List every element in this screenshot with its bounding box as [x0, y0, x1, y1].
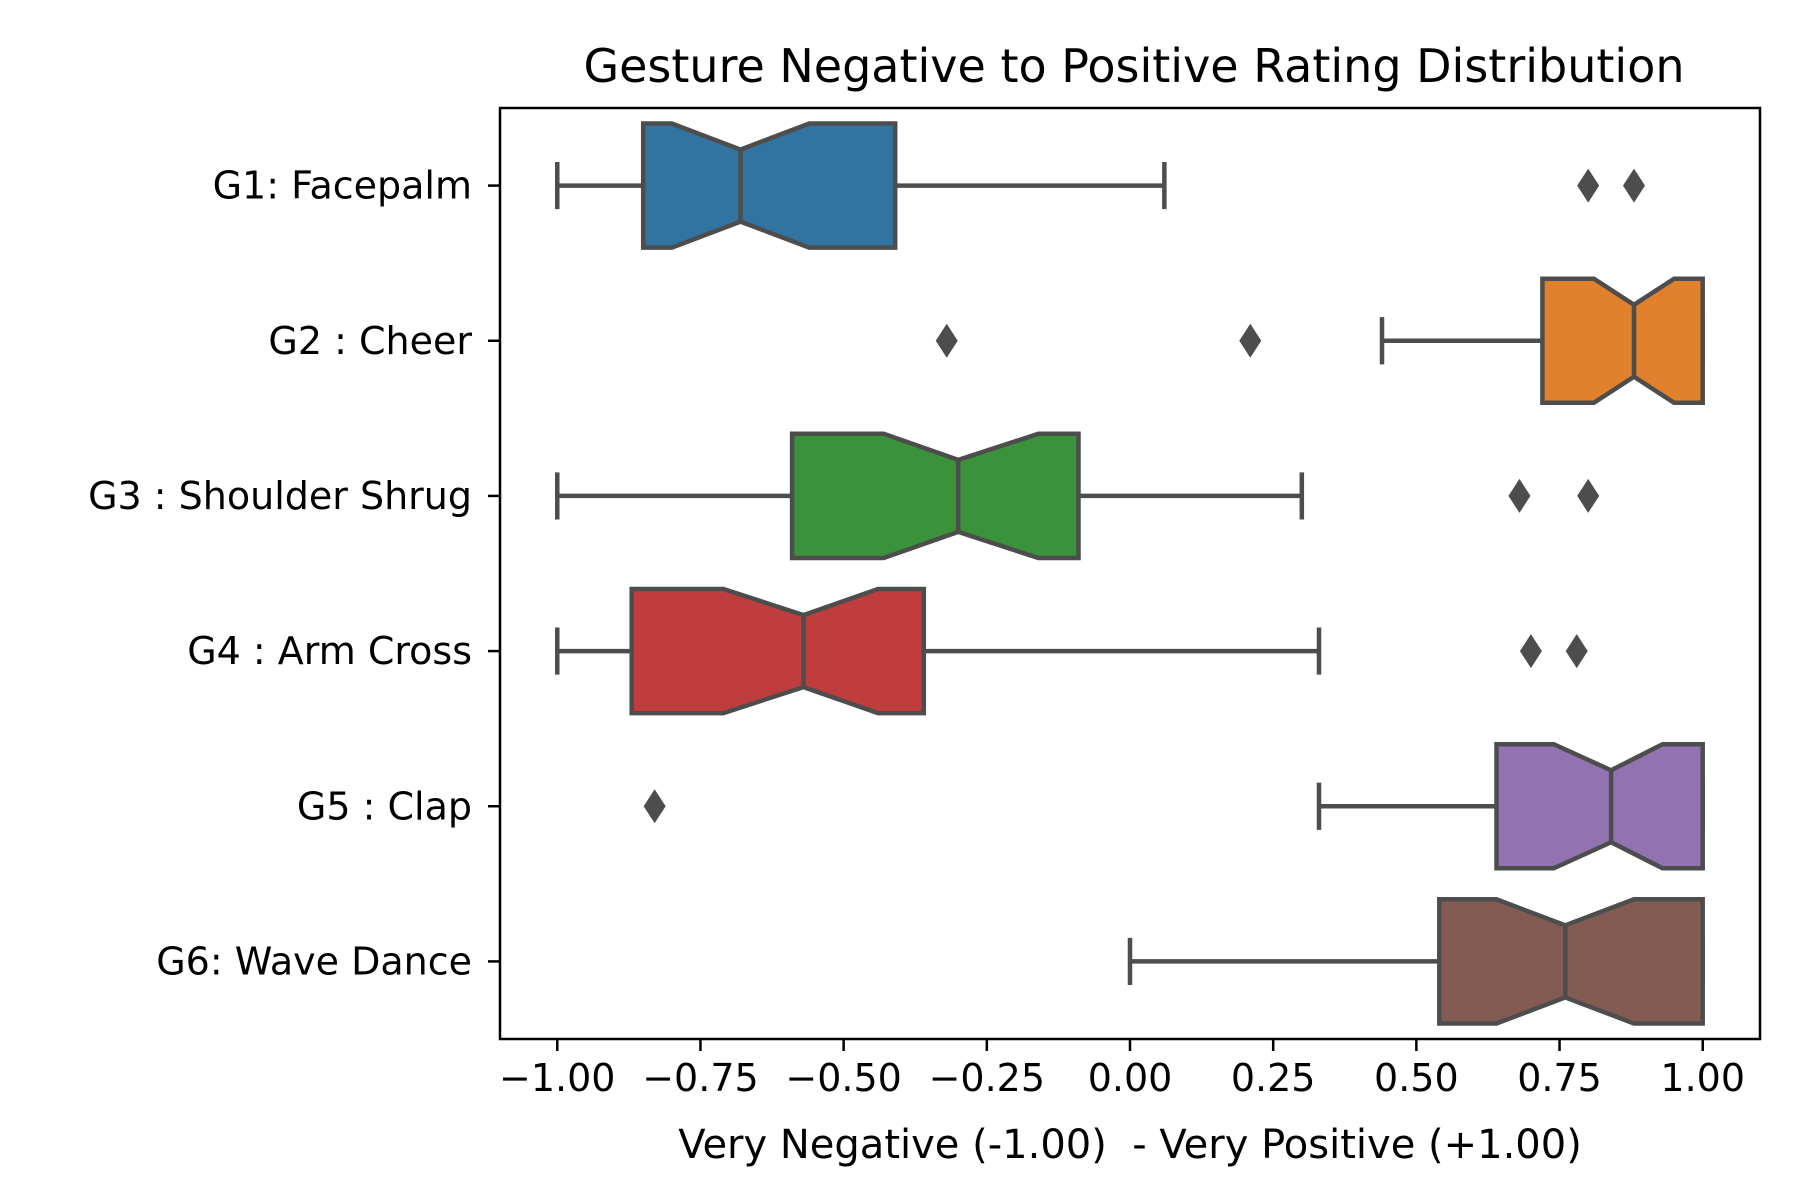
box-body — [789, 431, 1081, 561]
outlier-point — [1623, 168, 1645, 203]
x-tick-label: −1.00 — [499, 1056, 615, 1100]
x-tick-label: 0.75 — [1517, 1056, 1602, 1100]
outlier-point — [1239, 323, 1262, 358]
outlier-point — [1519, 634, 1542, 669]
plot-frame — [498, 106, 1762, 1041]
box-group — [643, 741, 1705, 871]
box-body — [1437, 897, 1705, 1026]
outlier-point — [1508, 478, 1531, 513]
x-axis: −1.00 −0.75 −0.50 −0.25 0.00 0.25 0.50 0.75 1.00 — [499, 1039, 1745, 1100]
x-tick-label: −0.25 — [929, 1056, 1045, 1100]
box-body — [640, 121, 898, 250]
x-tick-label: 0.25 — [1231, 1056, 1316, 1100]
x-tick-label: 0.00 — [1088, 1056, 1173, 1100]
box-group — [555, 121, 1645, 250]
x-tick-label: −0.50 — [785, 1056, 901, 1100]
outlier-point — [1565, 634, 1588, 669]
box-group — [555, 586, 1588, 716]
box-group — [1127, 897, 1705, 1026]
chart-title: Gesture Negative to Positive Rating Dist… — [583, 39, 1684, 93]
boxes-layer — [555, 121, 1705, 1026]
y-category-label: G5 : Clap — [297, 784, 472, 828]
y-category-label: G2 : Cheer — [268, 319, 472, 363]
y-category-label: G4 : Arm Cross — [187, 629, 472, 673]
outlier-point — [935, 323, 958, 358]
y-category-label: G1: Facepalm — [213, 164, 472, 208]
outlier-point — [1577, 168, 1600, 203]
box-body — [1540, 276, 1705, 406]
box-group — [555, 431, 1600, 561]
outlier-point — [1577, 478, 1600, 513]
box-body — [629, 586, 927, 716]
x-axis-label: Very Negative (-1.00) - Very Positive (+… — [678, 1122, 1582, 1168]
outlier-point — [643, 789, 666, 824]
x-tick-label: 0.50 — [1374, 1056, 1459, 1100]
y-axis: G1: Facepalm G2 : Cheer G3 : Shoulder Shru… — [88, 164, 500, 983]
box-group — [935, 276, 1705, 406]
x-tick-label: −0.75 — [642, 1056, 758, 1100]
y-category-label: G6: Wave Dance — [156, 939, 472, 983]
x-tick-label: 1.00 — [1660, 1056, 1745, 1100]
box-body — [1494, 741, 1705, 871]
y-category-label: G3 : Shoulder Shrug — [88, 474, 472, 518]
